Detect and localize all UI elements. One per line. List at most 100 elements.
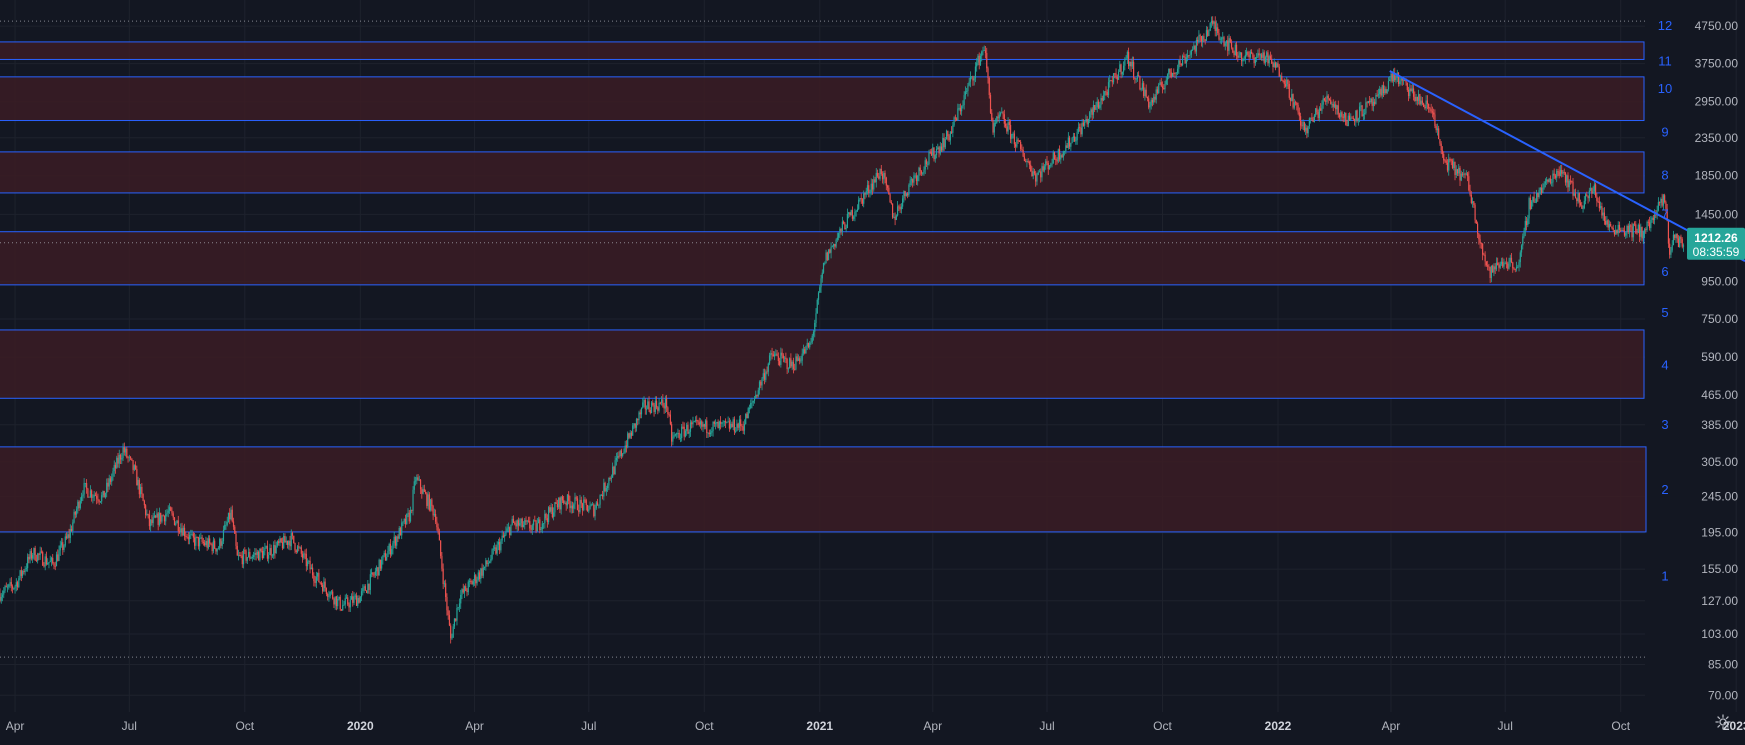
candle-body <box>1434 114 1436 127</box>
candle-body <box>1547 179 1549 182</box>
candle-body <box>381 559 383 569</box>
resistance-zone[interactable] <box>0 76 1645 122</box>
candle-body <box>1367 101 1369 104</box>
candle-body <box>1240 52 1243 62</box>
candle-body <box>1138 75 1140 77</box>
candle-body <box>133 465 135 470</box>
candle-body <box>1008 122 1010 125</box>
candle-body <box>1527 218 1529 226</box>
candle-body <box>8 584 10 587</box>
candle-body <box>170 507 172 511</box>
candle-body <box>819 287 821 293</box>
candle-body <box>983 50 985 52</box>
candle-body <box>529 521 531 529</box>
candle-body <box>77 501 79 510</box>
candle-body <box>1239 52 1241 55</box>
resistance-zone[interactable] <box>0 329 1645 399</box>
candle-body <box>1561 169 1563 174</box>
candle-body <box>834 243 836 247</box>
candle-body <box>175 523 177 526</box>
candle-body <box>1588 190 1590 199</box>
candle-body <box>1360 105 1362 107</box>
candle-body <box>787 368 789 370</box>
candle-body <box>1185 57 1187 64</box>
candle-body <box>737 423 739 428</box>
candle-body <box>870 183 872 192</box>
candle-body <box>1656 210 1658 215</box>
price-tick-label: 70.00 <box>1708 688 1738 702</box>
candle-body <box>1330 99 1332 105</box>
candle-body <box>1387 81 1390 90</box>
candle-body <box>860 198 862 199</box>
candle-body <box>640 407 643 415</box>
candle-body <box>225 524 227 526</box>
candle-body <box>735 431 737 432</box>
candle-body <box>1130 61 1132 67</box>
candle-body <box>163 515 166 522</box>
candle-body <box>29 551 31 560</box>
candle-body <box>325 588 328 594</box>
candle-body <box>1409 88 1411 97</box>
gear-icon[interactable] <box>1715 714 1731 730</box>
candle-body <box>1597 201 1599 202</box>
candle-body <box>1151 99 1154 103</box>
candle-body <box>33 548 35 556</box>
candle-body <box>328 596 330 597</box>
candle-body <box>539 519 541 530</box>
candle-body <box>1366 102 1368 104</box>
candle-body <box>1298 112 1300 117</box>
candle-body <box>853 216 855 219</box>
candle-body <box>929 152 931 154</box>
candle-body <box>992 120 994 133</box>
candle-body <box>586 504 589 512</box>
candle-body <box>1120 64 1122 75</box>
candle-body <box>1154 96 1156 100</box>
candle-body <box>967 85 969 92</box>
candle-body <box>797 358 800 361</box>
candle-body <box>42 551 44 566</box>
candle-body <box>393 536 395 544</box>
candle-body <box>885 177 887 186</box>
candle-body <box>1169 68 1171 73</box>
trendline[interactable] <box>1389 70 1745 263</box>
resistance-zone[interactable] <box>0 446 1647 533</box>
candle-body <box>1606 220 1608 225</box>
resistance-zone[interactable] <box>0 41 1645 60</box>
candle-body <box>733 419 736 432</box>
candle-body <box>1537 193 1539 197</box>
candle-body <box>1139 75 1141 90</box>
candle-body <box>520 518 522 524</box>
candle-body <box>121 458 123 460</box>
candle-body <box>224 524 226 530</box>
candle-body <box>1096 101 1098 107</box>
candle-body <box>1021 148 1023 150</box>
candle-body <box>447 610 449 616</box>
candle-body <box>1534 201 1536 203</box>
candle-body <box>1179 60 1181 65</box>
candle-body <box>1136 75 1138 79</box>
candle-body <box>1495 262 1498 270</box>
candle-body <box>662 399 664 406</box>
resistance-zone[interactable] <box>0 151 1645 194</box>
candle-body <box>1596 196 1598 202</box>
candle-body <box>140 486 142 495</box>
candle-body <box>463 586 466 593</box>
candle-body <box>412 489 414 511</box>
candle-body <box>1439 139 1441 144</box>
candle-body <box>1189 54 1191 56</box>
candle-body <box>755 394 757 399</box>
candle-body <box>101 495 103 502</box>
candle-body <box>113 465 115 472</box>
candle-body <box>289 540 291 547</box>
candle-body <box>1001 112 1003 114</box>
candle-body <box>1133 61 1135 78</box>
candle-body <box>475 575 477 584</box>
time-tick-label: Apr <box>1382 719 1401 733</box>
candle-body <box>686 424 688 431</box>
candle-body <box>1532 196 1534 202</box>
candle-body <box>259 548 261 561</box>
candle-body <box>736 423 738 432</box>
candle-body <box>10 582 12 587</box>
